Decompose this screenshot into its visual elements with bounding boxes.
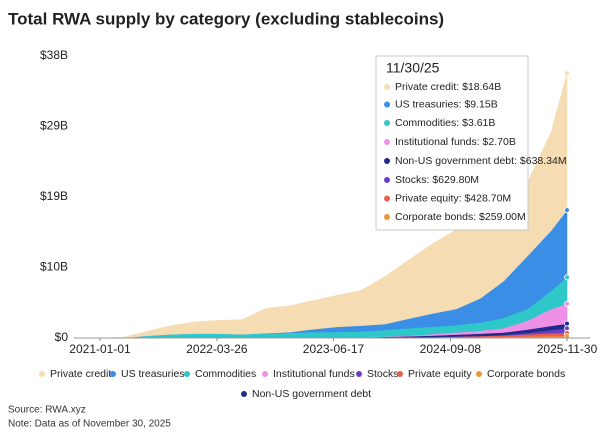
y-tick-label: $38B <box>40 48 68 62</box>
area <box>99 73 568 339</box>
tooltip-box <box>375 55 529 231</box>
tooltip-item: Commodities: $3.61B <box>395 117 495 129</box>
tooltip-swatch <box>384 139 390 145</box>
legend-swatch <box>39 371 45 377</box>
x-tick-label: 2023-06-17 <box>303 342 365 356</box>
legend-label: Private credit <box>50 368 111 380</box>
x-tick-label: 2021-01-01 <box>69 342 131 356</box>
legend-swatch <box>184 371 190 377</box>
tooltip-swatch <box>384 158 390 164</box>
y-tick-label: $0 <box>55 330 69 344</box>
chart-title: Total RWA supply by category (excluding … <box>8 9 444 28</box>
tooltip: 11/30/25 Private credit: $18.64B US treas… <box>375 55 567 231</box>
legend-swatch <box>397 371 403 377</box>
x-tick-label: 2025-11-30 <box>537 342 598 356</box>
legend-label: Private equity <box>408 368 472 380</box>
hover-marker <box>564 320 570 327</box>
legend-label: US treasuries <box>121 368 185 380</box>
tooltip-swatch <box>384 177 390 183</box>
hover-marker <box>564 300 570 307</box>
tooltip-item: Corporate bonds: $259.00M <box>395 211 526 223</box>
legend: Private credit US treasuries Commodities In… <box>39 368 565 400</box>
legend-label: Stocks <box>367 368 399 380</box>
legend-label: Institutional funds <box>273 368 355 380</box>
tooltip-swatch <box>384 120 390 126</box>
x-tick-label: 2022-03-26 <box>186 342 248 356</box>
legend-swatch <box>476 371 482 377</box>
tooltip-swatch <box>384 101 390 108</box>
source: Source: RWA.xyz <box>8 405 86 416</box>
y-tick-label: $29B <box>40 119 68 133</box>
tooltip-item: Private credit: $18.64B <box>395 81 501 93</box>
tooltip-item: Stocks: $629.80M <box>395 174 479 186</box>
legend-label: Commodities <box>195 368 256 380</box>
y-tick-label: $10B <box>40 260 68 274</box>
hover-marker <box>564 207 570 214</box>
tooltip-swatch <box>384 84 390 90</box>
legend-swatch <box>356 371 362 377</box>
tooltip-swatch <box>384 195 390 202</box>
axis: $0 $10B $19B $29B $38B 2021-01-01 2022-03-26 20… <box>40 48 598 356</box>
tooltip-title: 11/30/25 <box>386 60 440 76</box>
note: Note: Data as of November 30, 2025 <box>8 419 171 430</box>
hover-marker <box>564 70 570 77</box>
legend-swatch <box>262 371 268 377</box>
tooltip-item: Non-US government debt: $638.34M <box>395 155 567 167</box>
tooltip-swatch <box>384 214 390 220</box>
legend-label: Non-US government debt <box>252 388 371 400</box>
y-tick-label: $19B <box>40 189 68 203</box>
tooltip-item: Private equity: $428.70M <box>395 192 511 204</box>
legend-label: Corporate bonds <box>487 368 565 380</box>
tooltip-item: US treasuries: $9.15B <box>395 98 498 110</box>
x-tick-label: 2024-09-08 <box>420 342 482 356</box>
tooltip-item: Institutional funds: $2.70B <box>395 136 516 148</box>
hover-marker <box>564 274 570 281</box>
legend-swatch <box>241 391 247 397</box>
legend-swatch <box>110 371 116 377</box>
